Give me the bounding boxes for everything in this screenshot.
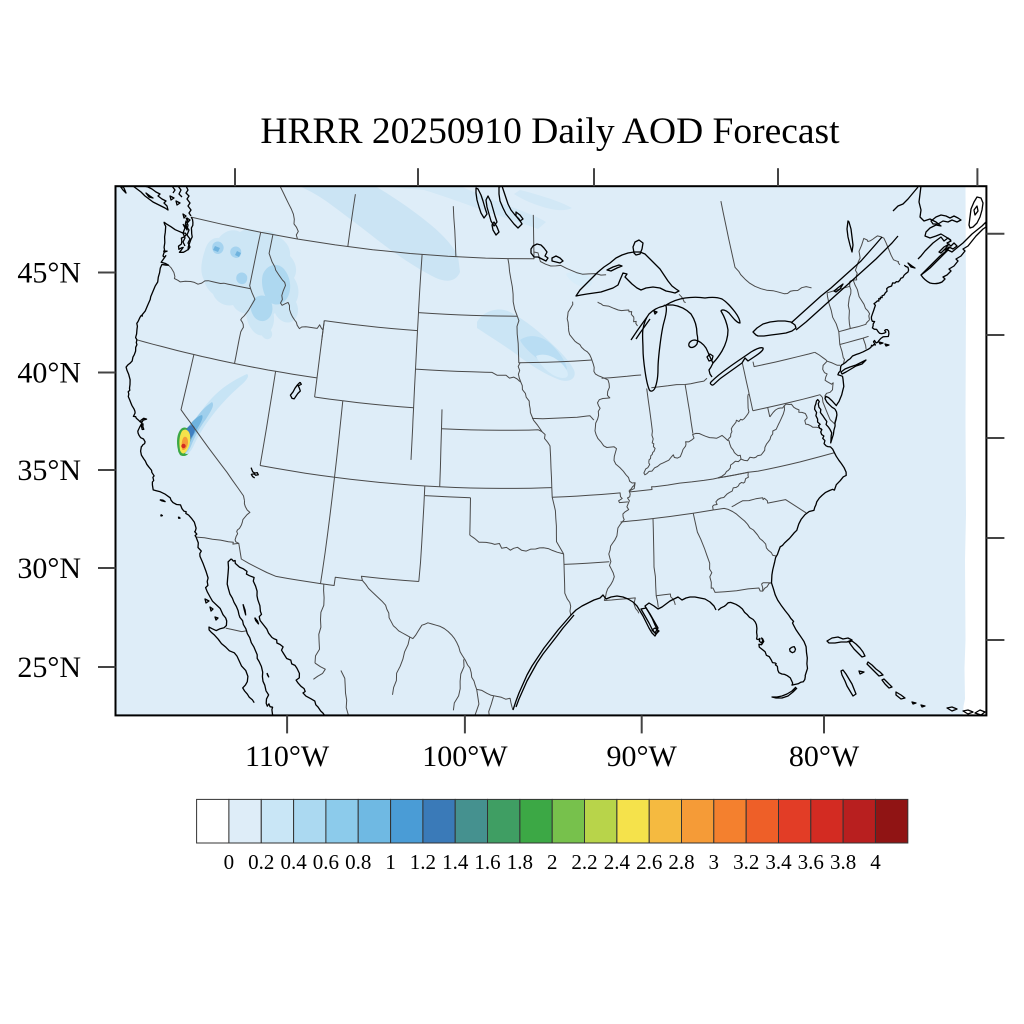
svg-text:3.6: 3.6 bbox=[798, 850, 824, 874]
svg-text:3.8: 3.8 bbox=[830, 850, 856, 874]
svg-text:90°W: 90°W bbox=[607, 740, 678, 773]
svg-text:2: 2 bbox=[547, 850, 558, 874]
svg-text:0.4: 0.4 bbox=[280, 850, 307, 874]
svg-text:3.2: 3.2 bbox=[733, 850, 759, 874]
svg-text:HRRR 20250910 Daily AOD Foreca: HRRR 20250910 Daily AOD Forecast bbox=[260, 111, 840, 152]
svg-text:0.8: 0.8 bbox=[345, 850, 371, 874]
svg-text:4: 4 bbox=[870, 850, 881, 874]
svg-text:0.2: 0.2 bbox=[248, 850, 274, 874]
svg-text:1.4: 1.4 bbox=[442, 850, 469, 874]
svg-text:30°N: 30°N bbox=[17, 552, 81, 585]
svg-text:3.4: 3.4 bbox=[765, 850, 792, 874]
svg-text:1: 1 bbox=[385, 850, 396, 874]
svg-text:2.2: 2.2 bbox=[571, 850, 597, 874]
svg-text:3: 3 bbox=[709, 850, 720, 874]
svg-text:2.4: 2.4 bbox=[604, 850, 631, 874]
svg-text:35°N: 35°N bbox=[17, 454, 81, 487]
svg-text:1.6: 1.6 bbox=[474, 850, 500, 874]
svg-text:40°N: 40°N bbox=[17, 357, 81, 390]
svg-text:1.8: 1.8 bbox=[507, 850, 533, 874]
svg-text:0: 0 bbox=[224, 850, 235, 874]
svg-text:80°W: 80°W bbox=[789, 740, 860, 773]
svg-text:0.6: 0.6 bbox=[313, 850, 339, 874]
svg-text:2.6: 2.6 bbox=[636, 850, 662, 874]
svg-text:100°W: 100°W bbox=[422, 740, 508, 773]
svg-text:45°N: 45°N bbox=[17, 257, 81, 290]
svg-text:1.2: 1.2 bbox=[410, 850, 436, 874]
svg-text:110°W: 110°W bbox=[245, 740, 330, 773]
svg-text:25°N: 25°N bbox=[17, 651, 81, 684]
svg-text:2.8: 2.8 bbox=[668, 850, 694, 874]
